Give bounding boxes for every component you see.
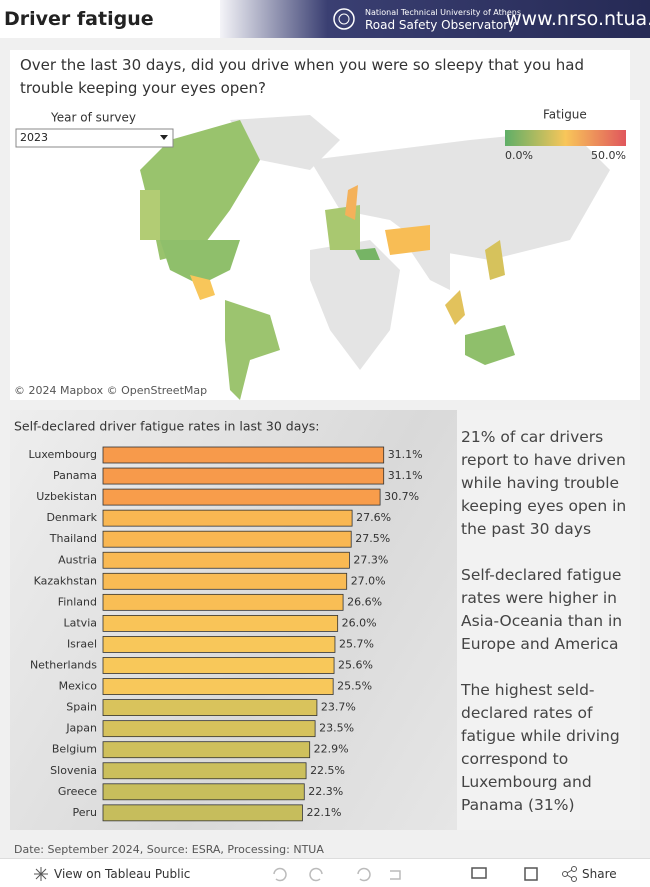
bar xyxy=(102,678,334,695)
value-label: 27.3% xyxy=(353,553,388,566)
value-label: 26.0% xyxy=(342,616,377,629)
region xyxy=(445,290,465,325)
y-tick-label: Israel xyxy=(67,637,97,650)
y-tick-label: Uzbekistan xyxy=(36,490,97,503)
y-tick-label: Luxembourg xyxy=(28,448,97,461)
value-label: 25.6% xyxy=(338,659,373,672)
y-tick-label: Mexico xyxy=(59,680,98,693)
bar xyxy=(102,783,305,801)
banner-text: National Technical University of Athens xyxy=(365,8,522,17)
y-tick-label: Austria xyxy=(58,553,97,566)
value-label: 23.5% xyxy=(319,722,354,735)
paragraph: 21% of car drivers report to have driven… xyxy=(461,428,627,538)
value-label: 27.6% xyxy=(356,511,391,524)
bar xyxy=(102,614,339,632)
value-label: 31.1% xyxy=(388,469,423,482)
legend-gradient xyxy=(505,130,626,146)
map-credit: © 2024 Mapbox © OpenStreetMap xyxy=(14,384,207,397)
chart-title: Self-declared driver fatigue rates in la… xyxy=(14,419,319,434)
banner-url[interactable]: www.nrso.ntua.gr xyxy=(506,8,650,30)
value-label: 26.6% xyxy=(347,595,382,608)
bar xyxy=(102,446,385,464)
banner-text: Road Safety Observatory xyxy=(365,18,516,32)
value-label: 22.3% xyxy=(308,785,343,798)
y-tick-label: Finland xyxy=(58,595,97,608)
region xyxy=(345,185,358,220)
y-tick-label: Netherlands xyxy=(30,659,97,672)
side-text: 21% of car drivers report to have driven… xyxy=(457,410,640,830)
value-label: 27.0% xyxy=(351,574,386,587)
bar xyxy=(102,636,336,653)
dropdown[interactable] xyxy=(15,128,174,148)
chart-panel: Self-declared driver fatigue rates in la… xyxy=(10,410,457,830)
y-tick-label: Peru xyxy=(72,806,97,819)
bar xyxy=(102,530,352,548)
filter-label: Year of survey xyxy=(50,111,136,125)
y-tick-label: Kazakhstan xyxy=(34,574,97,587)
toolbar: View on Tableau Public Share xyxy=(0,858,650,887)
bar xyxy=(102,762,307,780)
paragraph: Self-declared fatigue rates were higher … xyxy=(461,566,623,653)
bar xyxy=(102,551,350,569)
bar xyxy=(102,488,381,506)
region xyxy=(140,120,260,260)
region xyxy=(160,240,240,285)
legend-max: 50.0% xyxy=(591,149,626,162)
region xyxy=(190,275,215,300)
y-tick-label: Belgium xyxy=(52,743,97,756)
toolbar-icons xyxy=(273,867,538,882)
view-link[interactable]: View on Tableau Public xyxy=(54,867,191,881)
map: Year of survey 2023 Fatigue 0.0% 50.0% ©… xyxy=(10,100,640,400)
tableau-icon xyxy=(34,867,48,881)
bar xyxy=(102,657,335,674)
legend-title: Fatigue xyxy=(543,108,587,122)
header: Driver fatigue National Technical Univer… xyxy=(0,0,650,38)
share-button[interactable]: Share xyxy=(582,867,617,881)
y-tick-label: Greece xyxy=(58,785,97,798)
title: Driver fatigue xyxy=(4,8,154,30)
region xyxy=(140,190,160,240)
footer: Date: September 2024, Source: ESRA, Proc… xyxy=(14,843,324,856)
map-canvas: Year of survey 2023 Fatigue 0.0% 50.0% ©… xyxy=(14,108,626,400)
y-tick-label: Panama xyxy=(53,469,97,482)
legend-min: 0.0% xyxy=(505,149,533,162)
y-tick-label: Slovenia xyxy=(50,764,97,777)
value-label: 25.7% xyxy=(339,637,374,650)
question: Over the last 30 days, did you drive whe… xyxy=(10,50,630,100)
region xyxy=(355,248,380,260)
bar xyxy=(102,720,316,738)
share-icon xyxy=(562,866,577,882)
paragraph: The highest seld-declared rates of fatig… xyxy=(461,681,620,814)
bar xyxy=(102,699,318,717)
value-label: 22.5% xyxy=(310,764,345,777)
value-label: 22.9% xyxy=(314,743,349,756)
bar xyxy=(102,509,353,527)
y-tick-label: Spain xyxy=(66,701,97,714)
value-label: 31.1% xyxy=(388,448,423,461)
value-label: 22.1% xyxy=(306,806,341,819)
bar xyxy=(102,572,348,590)
value-label: 25.5% xyxy=(337,680,372,693)
region xyxy=(385,225,430,255)
region xyxy=(225,300,280,400)
banner: National Technical University of Athens … xyxy=(220,0,650,38)
value-label: 23.7% xyxy=(321,701,356,714)
region xyxy=(465,325,515,365)
bar xyxy=(102,741,311,759)
region xyxy=(485,240,505,280)
y-tick-label: Thailand xyxy=(49,532,97,545)
logo xyxy=(333,8,355,30)
bar xyxy=(102,467,385,485)
value-label: 27.5% xyxy=(355,532,390,545)
dropdown-value[interactable]: 2023 xyxy=(20,131,48,144)
bar-chart: Self-declared driver fatigue rates in la… xyxy=(14,419,423,822)
y-tick-label: Latvia xyxy=(64,616,98,629)
bar xyxy=(102,593,344,611)
y-tick-label: Denmark xyxy=(46,511,97,524)
bar xyxy=(102,804,303,822)
value-label: 30.7% xyxy=(384,490,419,503)
dropdown-arrow xyxy=(160,135,168,140)
y-tick-label: Japan xyxy=(65,722,97,735)
